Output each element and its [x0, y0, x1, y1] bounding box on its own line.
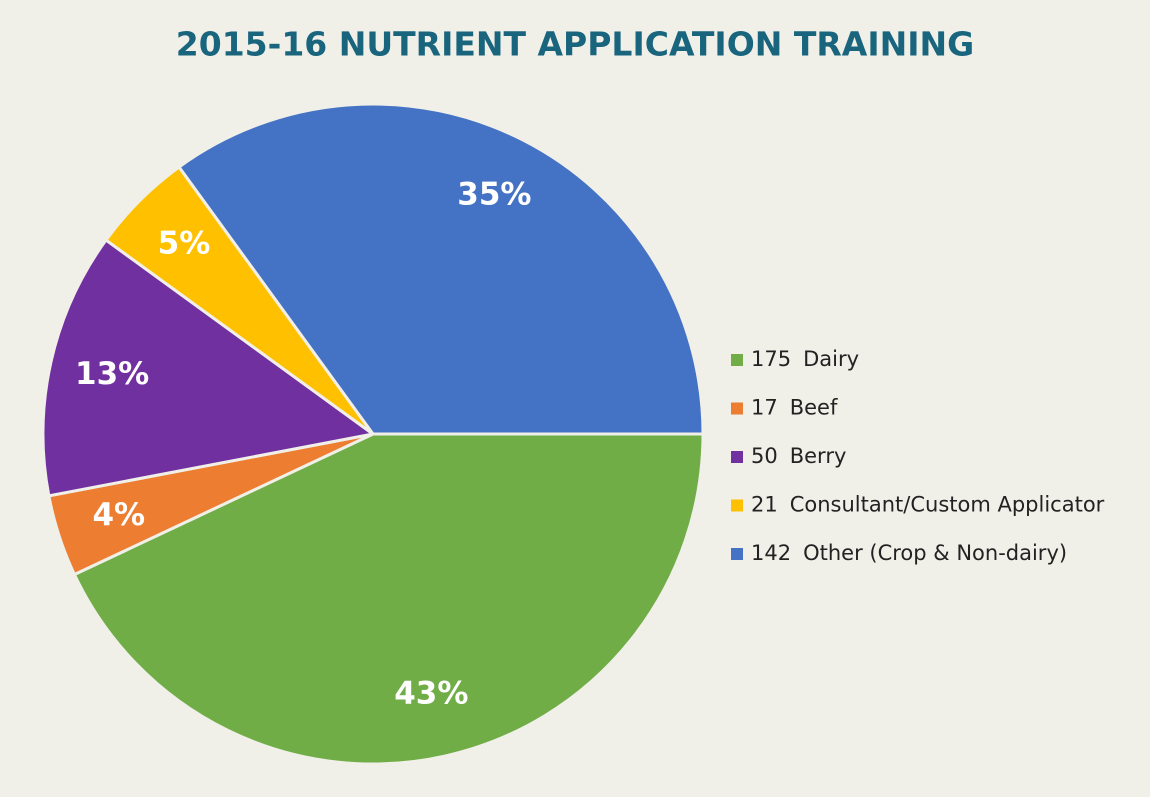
legend-entry: 50 Berry	[751, 444, 846, 468]
chart-title: 2015-16 NUTRIENT APPLICATION TRAINING	[176, 25, 974, 64]
slice-label: 5%	[158, 225, 211, 261]
legend-count: 175	[751, 347, 791, 371]
legend-entry: 175 Dairy	[751, 347, 859, 371]
legend-entry: 142 Other (Crop & Non-dairy)	[751, 541, 1067, 565]
legend-label: Other (Crop & Non-dairy)	[803, 541, 1067, 565]
legend-count: 21	[751, 493, 778, 517]
legend-swatch	[731, 354, 743, 366]
legend-label: Consultant/Custom Applicator	[790, 493, 1105, 517]
pie-slice	[72, 432, 705, 766]
legend-swatch	[731, 499, 743, 512]
legend-swatch	[731, 548, 743, 560]
slice-label: 35%	[457, 176, 531, 212]
legend-label: Berry	[790, 444, 847, 468]
slice-label: 4%	[92, 497, 145, 533]
pie-slice	[41, 237, 377, 498]
legend-entry: 17 Beef	[751, 396, 838, 420]
legend-entry: 21 Consultant/Custom Applicator	[751, 493, 1105, 517]
legend-swatch	[731, 451, 743, 463]
legend-label: Dairy	[803, 347, 859, 371]
legend-label: Beef	[790, 396, 838, 420]
pie-slice	[176, 102, 705, 436]
slice-label: 13%	[75, 356, 149, 392]
legend-count: 50	[751, 444, 778, 468]
legend-count: 17	[751, 396, 778, 420]
legend-swatch	[731, 402, 743, 415]
slice-label: 43%	[394, 675, 468, 711]
legend-count: 142	[751, 541, 791, 565]
